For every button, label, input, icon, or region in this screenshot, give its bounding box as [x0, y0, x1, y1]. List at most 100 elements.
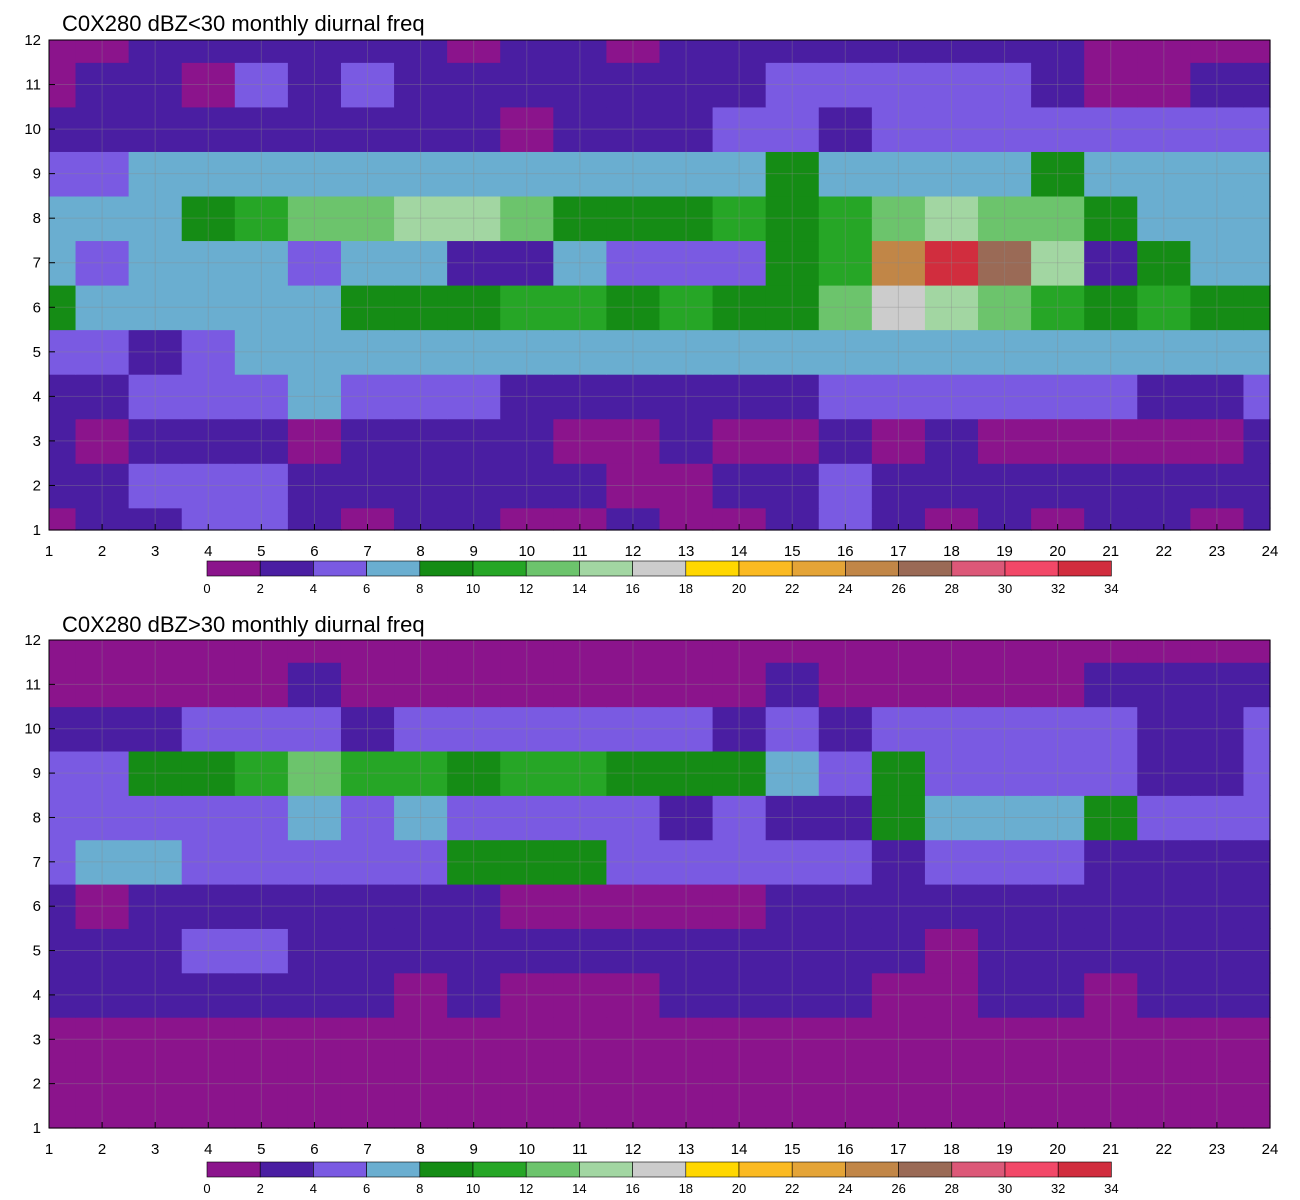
heatmap-cell — [500, 640, 554, 663]
heatmap-cell — [1190, 374, 1245, 420]
y-tick-label: 3 — [33, 433, 41, 450]
heatmap-cell — [181, 662, 236, 708]
heatmap-cell — [978, 329, 1032, 375]
heatmap-cell — [818, 1105, 873, 1129]
heatmap-cell — [659, 662, 714, 708]
heatmap-cell — [553, 106, 608, 152]
heatmap-cell — [924, 795, 979, 841]
heatmap-cell — [871, 240, 926, 286]
colorbar-tick-label: 0 — [203, 581, 210, 596]
colorbar-tick-label: 34 — [1104, 1181, 1118, 1196]
heatmap-cell — [447, 928, 501, 974]
heatmap-cell — [1243, 374, 1271, 420]
heatmap-cell — [128, 240, 183, 286]
heatmap-cell — [1084, 62, 1138, 108]
x-tick-label: 3 — [151, 1141, 159, 1158]
y-tick-label: 3 — [33, 1031, 41, 1048]
heatmap-cell — [712, 706, 767, 752]
heatmap-cell — [1190, 640, 1245, 663]
heatmap-cell — [553, 40, 608, 63]
heatmap-cell — [659, 374, 714, 420]
heatmap-cell — [924, 418, 979, 464]
y-tick-label: 12 — [24, 32, 41, 49]
x-tick-label: 9 — [470, 543, 478, 560]
heatmap-cell — [394, 374, 448, 420]
heatmap-cell — [1031, 795, 1085, 841]
heatmap-cell — [128, 106, 183, 152]
x-tick-label: 5 — [257, 1141, 265, 1158]
heatmap-cell — [49, 40, 77, 63]
heatmap-cell — [340, 285, 395, 331]
heatmap-cell — [765, 1061, 820, 1107]
heatmap-cell — [447, 640, 501, 663]
heatmap-cell — [765, 329, 820, 375]
heatmap-cell — [606, 839, 661, 885]
heatmap-cell — [871, 662, 926, 708]
heatmap-cell — [924, 972, 979, 1018]
heatmap-cell — [765, 662, 820, 708]
colorbar-tick-label: 16 — [625, 1181, 639, 1196]
heatmap-cell — [1031, 972, 1085, 1018]
x-tick-label: 17 — [890, 543, 907, 560]
heatmap-cell — [871, 463, 926, 509]
heatmap-cell — [978, 839, 1032, 885]
heatmap-cell — [181, 706, 236, 752]
heatmap-cell — [75, 374, 130, 420]
heatmap-cell — [1137, 839, 1191, 885]
heatmap-cell — [924, 750, 979, 796]
heatmap-cell — [818, 195, 873, 242]
heatmap-cell — [1137, 418, 1191, 464]
colorbar-swatch — [791, 560, 846, 577]
colorbar-swatch — [366, 560, 421, 577]
y-tick-label: 7 — [33, 854, 41, 871]
heatmap-cell — [181, 795, 236, 841]
x-tick-label: 16 — [837, 1141, 854, 1158]
y-tick-label: 11 — [25, 77, 41, 94]
heatmap-cell — [924, 662, 979, 708]
heatmap-cell — [75, 1105, 130, 1129]
heatmap-cell — [1137, 40, 1191, 63]
heatmap-cell — [712, 795, 767, 841]
heatmap-cell — [287, 1061, 342, 1107]
y-tick-label: 4 — [33, 987, 41, 1004]
heatmap-cell — [553, 884, 608, 929]
heatmap-cell — [1031, 706, 1085, 752]
colorbar-swatch — [632, 560, 687, 577]
heatmap-cell — [765, 40, 820, 63]
heatmap-cell — [553, 1105, 608, 1129]
x-tick-label: 5 — [257, 543, 265, 560]
heatmap-cell — [924, 706, 979, 752]
heatmap-cell — [978, 662, 1032, 708]
heatmap-cell — [1190, 1105, 1245, 1129]
y-tick-label: 8 — [33, 809, 41, 826]
colorbar-tick-label: 8 — [416, 581, 423, 596]
heatmap-cell — [1243, 884, 1271, 929]
heatmap-cell — [181, 40, 236, 63]
heatmap-cell — [340, 884, 395, 929]
heatmap-cell — [1084, 884, 1138, 929]
heatmap-cell — [500, 463, 554, 509]
heatmap-cell — [1137, 507, 1191, 531]
colorbar-tick-label: 2 — [257, 1181, 264, 1196]
heatmap-cell — [1243, 285, 1271, 331]
colorbar-tick-label: 22 — [785, 1181, 799, 1196]
x-tick-label: 20 — [1049, 543, 1066, 560]
heatmap-cell — [924, 285, 979, 331]
colorbar-tick-label: 34 — [1104, 581, 1118, 596]
heatmap-cell — [553, 418, 608, 464]
heatmap-cell — [606, 195, 661, 242]
y-tick-label: 7 — [33, 255, 41, 272]
heatmap-cell — [871, 1061, 926, 1107]
heatmap-cell — [924, 151, 979, 197]
heatmap-cell — [1084, 839, 1138, 885]
heatmap-cell — [340, 418, 395, 464]
heatmap-cell — [234, 195, 289, 242]
colorbar-tick-label: 14 — [572, 1181, 586, 1196]
heatmap-cell — [606, 1061, 661, 1107]
heatmap-cell — [128, 463, 183, 509]
heatmap-cell — [818, 62, 873, 108]
heatmap-cell — [128, 928, 183, 974]
x-tick-label: 14 — [731, 543, 748, 560]
heatmap-cell — [287, 884, 342, 929]
